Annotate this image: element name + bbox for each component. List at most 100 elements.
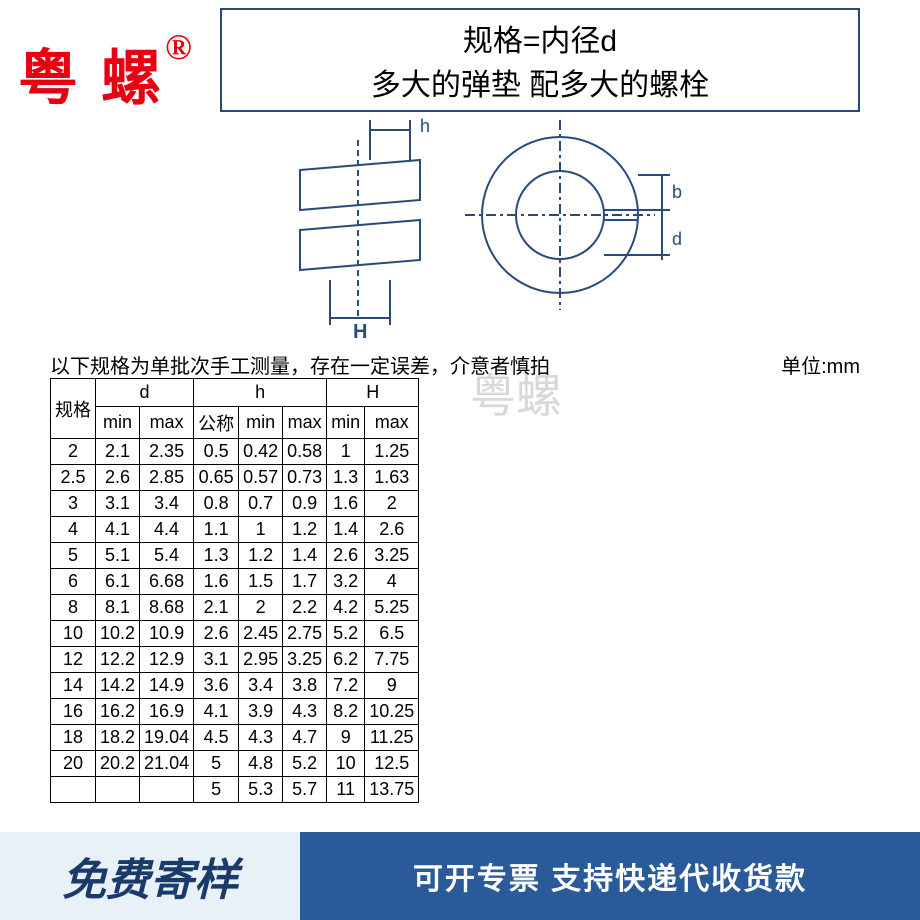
table-cell: 5 — [51, 543, 96, 569]
table-row: 2020.221.0454.85.21012.5 — [51, 751, 419, 777]
footer-free-sample: 免费寄样 — [0, 832, 300, 920]
table-cell: 8.2 — [327, 699, 365, 725]
table-cell: 6.5 — [365, 621, 419, 647]
col-H-min: min — [327, 407, 365, 439]
table-cell: 11 — [327, 777, 365, 803]
table-cell: 12.2 — [96, 647, 140, 673]
table-row: 44.14.41.111.21.42.6 — [51, 517, 419, 543]
table-cell: 0.8 — [194, 491, 239, 517]
table-cell: 10.9 — [140, 621, 194, 647]
table-cell: 9 — [327, 725, 365, 751]
table-cell: 3 — [51, 491, 96, 517]
table-row: 55.15.41.31.21.42.63.25 — [51, 543, 419, 569]
table-cell: 6.1 — [96, 569, 140, 595]
table-cell: 4 — [51, 517, 96, 543]
table-cell: 3.1 — [96, 491, 140, 517]
table-cell: 5.2 — [327, 621, 365, 647]
table-cell: 6.2 — [327, 647, 365, 673]
header-line-2: 多大的弹垫 配多大的螺栓 — [232, 60, 848, 104]
dim-b-label: b — [672, 182, 682, 202]
table-cell: 4.3 — [283, 699, 327, 725]
table-cell: 2.5 — [51, 465, 96, 491]
table-cell: 2.6 — [194, 621, 239, 647]
table-group-header: 规格 d h H — [51, 379, 419, 407]
table-cell: 0.65 — [194, 465, 239, 491]
table-cell: 1.6 — [194, 569, 239, 595]
table-cell: 3.2 — [327, 569, 365, 595]
table-cell: 2.85 — [140, 465, 194, 491]
table-cell: 21.04 — [140, 751, 194, 777]
table-cell: 7.75 — [365, 647, 419, 673]
table-row: 1010.210.92.62.452.755.26.5 — [51, 621, 419, 647]
table-cell: 3.4 — [140, 491, 194, 517]
col-h-nominal: 公称 — [194, 407, 239, 439]
table-cell: 12.9 — [140, 647, 194, 673]
table-cell: 3.25 — [283, 647, 327, 673]
table-cell: 6 — [51, 569, 96, 595]
table-row: 2.52.62.850.650.570.731.31.63 — [51, 465, 419, 491]
header-line-1: 规格=内径d — [232, 16, 848, 60]
dim-H-label: H — [353, 321, 367, 340]
table-cell: 1.2 — [283, 517, 327, 543]
table-cell: 20 — [51, 751, 96, 777]
table-cell: 2.45 — [239, 621, 283, 647]
table-cell — [51, 777, 96, 803]
table-row: 88.18.682.122.24.25.25 — [51, 595, 419, 621]
table-cell: 11.25 — [365, 725, 419, 751]
table-cell: 7.2 — [327, 673, 365, 699]
table-cell: 3.25 — [365, 543, 419, 569]
table-cell: 2.1 — [96, 439, 140, 465]
table-cell: 9 — [365, 673, 419, 699]
table-cell: 0.58 — [283, 439, 327, 465]
table-cell: 18.2 — [96, 725, 140, 751]
table-row: 55.35.71113.75 — [51, 777, 419, 803]
table-cell: 3.4 — [239, 673, 283, 699]
table-cell: 8.1 — [96, 595, 140, 621]
col-h-min: min — [239, 407, 283, 439]
table-cell: 0.42 — [239, 439, 283, 465]
table-cell: 0.57 — [239, 465, 283, 491]
table-cell: 10 — [327, 751, 365, 777]
note-text: 以下规格为单批次手工测量，存在一定误差，介意者慎拍 — [50, 350, 550, 379]
table-row: 66.16.681.61.51.73.24 — [51, 569, 419, 595]
col-group-h: h — [194, 379, 327, 407]
dim-h-label: h — [420, 116, 430, 136]
table-cell: 2.75 — [283, 621, 327, 647]
table-cell: 0.5 — [194, 439, 239, 465]
table-cell: 14.2 — [96, 673, 140, 699]
table-cell: 2.95 — [239, 647, 283, 673]
table-cell: 2.6 — [96, 465, 140, 491]
table-sub-header: min max 公称 min max min max — [51, 407, 419, 439]
table-cell: 2.1 — [194, 595, 239, 621]
table-cell: 16.2 — [96, 699, 140, 725]
table-cell: 1.3 — [327, 465, 365, 491]
footer-invoice-info: 可开专票 支持快递代收货款 — [300, 832, 920, 920]
table-cell: 0.9 — [283, 491, 327, 517]
table-cell: 0.73 — [283, 465, 327, 491]
table-cell: 1 — [239, 517, 283, 543]
table-cell: 2.6 — [365, 517, 419, 543]
table-cell: 3.8 — [283, 673, 327, 699]
table-row: 1616.216.94.13.94.38.210.25 — [51, 699, 419, 725]
table-cell: 1 — [327, 439, 365, 465]
table-cell: 2.35 — [140, 439, 194, 465]
table-cell: 1.25 — [365, 439, 419, 465]
table-cell: 1.63 — [365, 465, 419, 491]
table-cell: 0.7 — [239, 491, 283, 517]
table-cell: 14.9 — [140, 673, 194, 699]
table-cell: 4 — [365, 569, 419, 595]
col-spec: 规格 — [51, 379, 96, 439]
table-cell: 5.7 — [283, 777, 327, 803]
table-cell: 13.75 — [365, 777, 419, 803]
table-cell — [140, 777, 194, 803]
table-cell: 10 — [51, 621, 96, 647]
table-cell: 1.7 — [283, 569, 327, 595]
table-cell: 5.3 — [239, 777, 283, 803]
table-row: 1818.219.044.54.34.7911.25 — [51, 725, 419, 751]
table-cell: 1.4 — [327, 517, 365, 543]
table-cell: 12.5 — [365, 751, 419, 777]
table-row: 22.12.350.50.420.5811.25 — [51, 439, 419, 465]
table-cell — [96, 777, 140, 803]
table-cell: 1.3 — [194, 543, 239, 569]
table-cell: 2 — [365, 491, 419, 517]
